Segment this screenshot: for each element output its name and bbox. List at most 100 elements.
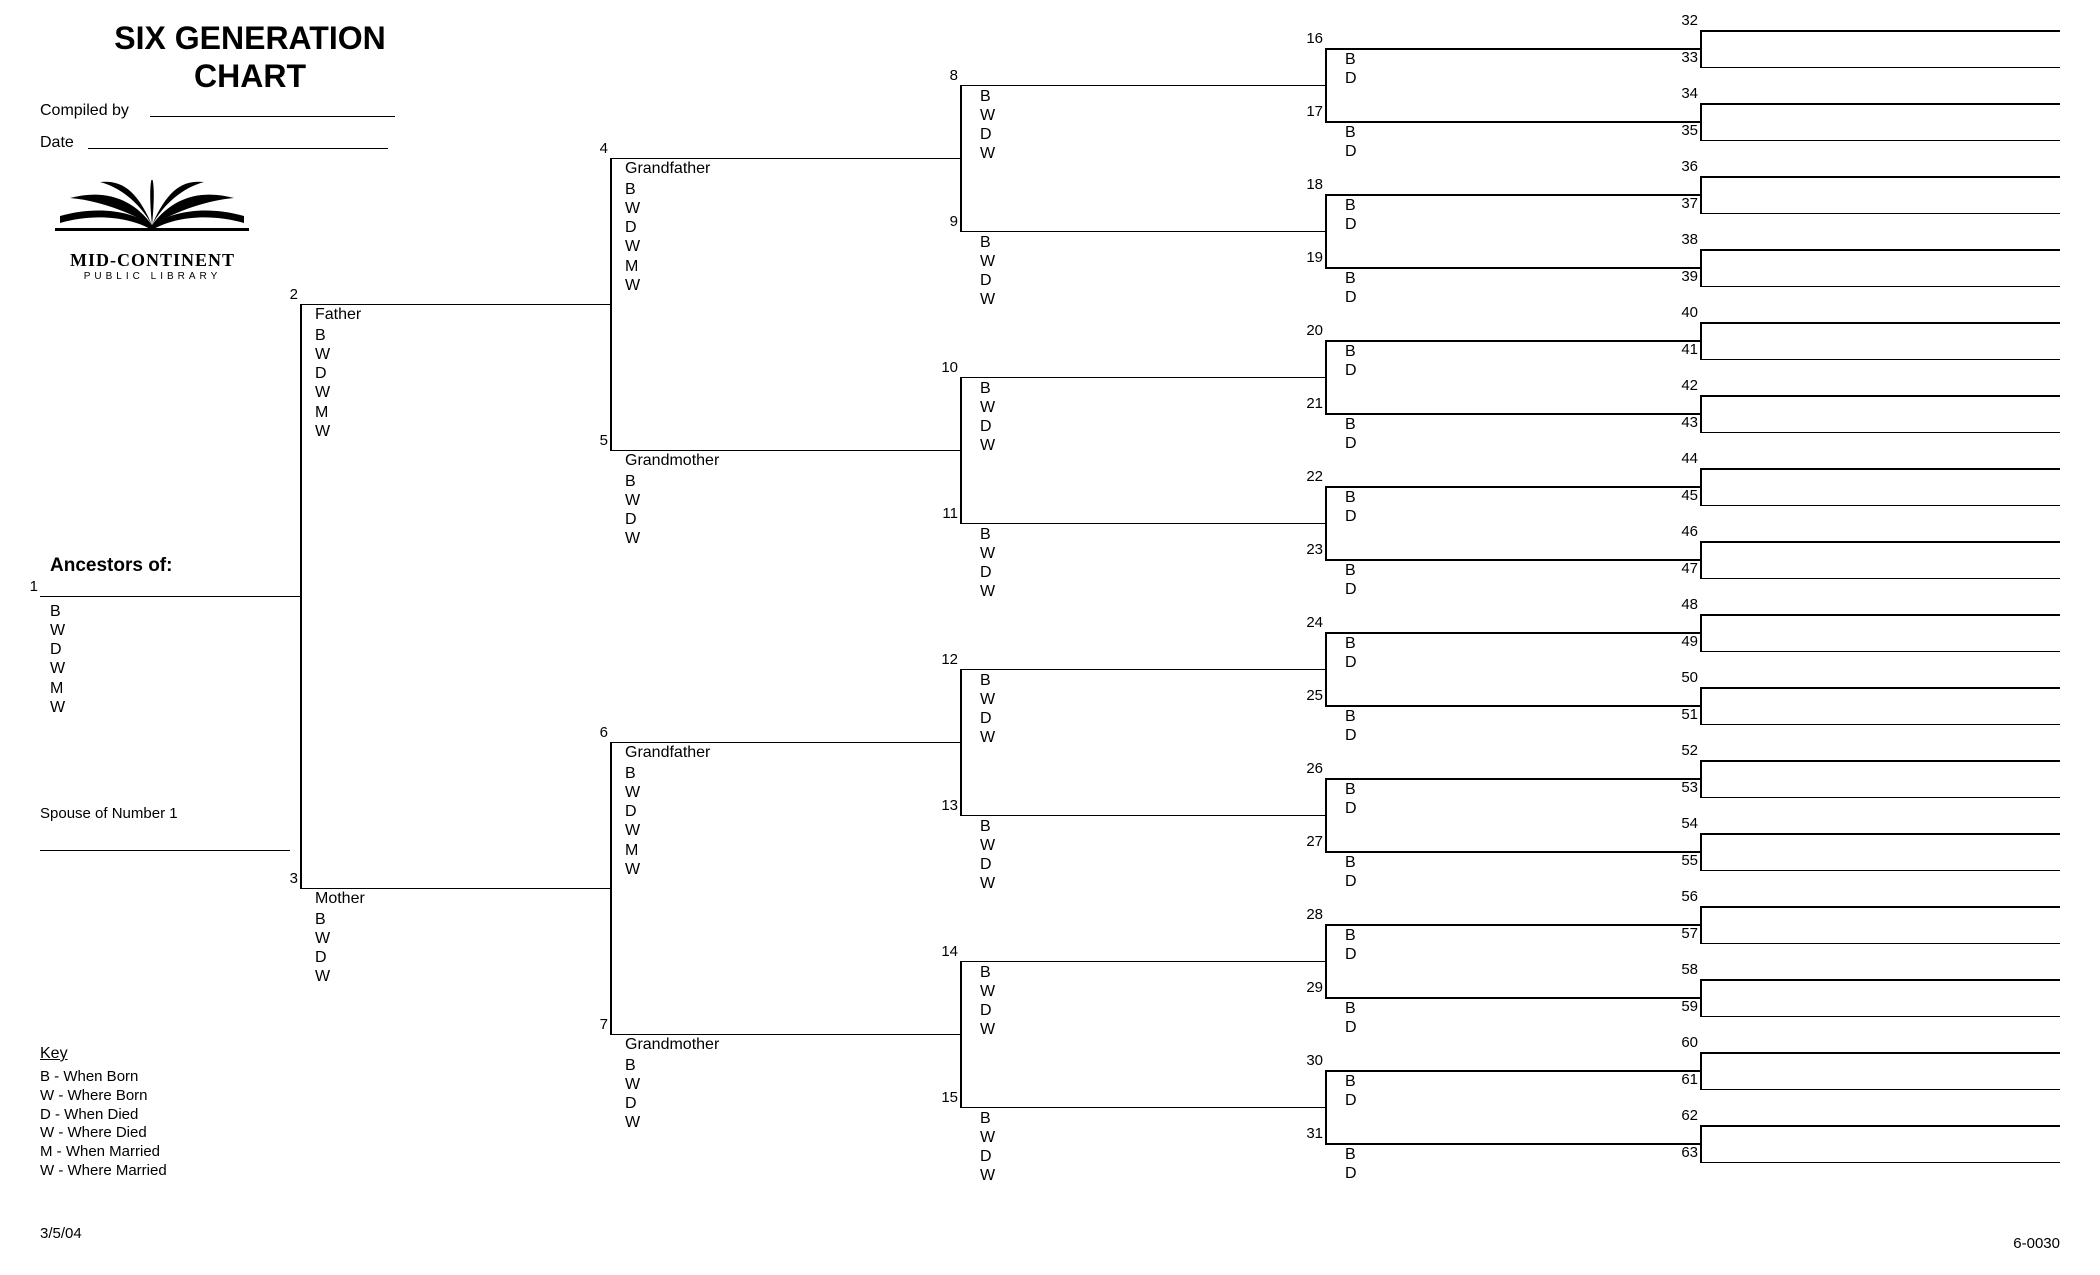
bracket-line: [1325, 48, 1700, 50]
field-stack: BWDW: [980, 817, 995, 894]
key-line: W - Where Died: [40, 1124, 167, 1143]
field-stack: BWDW: [980, 379, 995, 456]
node-number: 19: [1295, 249, 1323, 266]
field-stack: BD: [1345, 123, 1357, 161]
node-role-label: Mother: [315, 890, 365, 908]
node-number: 59: [1670, 998, 1698, 1015]
node-number: 21: [1295, 395, 1323, 412]
bracket-line: [1700, 578, 2060, 580]
field-stack: BD: [1345, 780, 1357, 818]
bracket-line: [1325, 1143, 1700, 1145]
bracket-line: [1325, 486, 1700, 488]
bracket-line: [1700, 906, 2060, 908]
bracket-line: [1700, 468, 2060, 470]
node-number: 4: [580, 140, 608, 157]
bracket-line: [1325, 267, 1700, 269]
node-number: 42: [1670, 377, 1698, 394]
compiled-by-line: [150, 116, 395, 117]
bracket-line: [1700, 979, 1702, 1016]
field-stack: BWDW: [980, 963, 995, 1040]
footer-date: 3/5/04: [40, 1225, 82, 1242]
bracket-line: [1700, 797, 2060, 799]
node-number: 45: [1670, 487, 1698, 504]
key-line: W - Where Born: [40, 1087, 167, 1106]
field-stack: BD: [1345, 342, 1357, 380]
bracket-line: [1325, 340, 1327, 413]
logo-icon: [40, 180, 265, 245]
node-number: 40: [1670, 304, 1698, 321]
node-role-label: Grandmother: [625, 1036, 719, 1054]
bracket-line: [610, 742, 612, 1034]
key-line: M - When Married: [40, 1143, 167, 1162]
node-number: 25: [1295, 687, 1323, 704]
field-stack: BWDWMW: [50, 602, 65, 717]
bracket-line: [1700, 249, 2060, 251]
node-number: 23: [1295, 541, 1323, 558]
bracket-line: [1325, 924, 1700, 926]
bracket-line: [1700, 359, 2060, 361]
bracket-line: [1700, 870, 2060, 872]
node-number: 36: [1670, 158, 1698, 175]
bracket-line: [1700, 322, 2060, 324]
bracket-line: [1325, 486, 1327, 559]
bracket-line: [1700, 687, 1702, 724]
bracket-line: [960, 1107, 1325, 1109]
node-number: 38: [1670, 231, 1698, 248]
node-number: 41: [1670, 341, 1698, 358]
node-number: 16: [1295, 30, 1323, 47]
node-number: 62: [1670, 1107, 1698, 1124]
date-label: Date: [40, 134, 74, 152]
bracket-line: [1700, 140, 2060, 142]
date-line: [88, 148, 388, 149]
node-number: 52: [1670, 742, 1698, 759]
bracket-line: [1325, 194, 1700, 196]
node-number: 29: [1295, 979, 1323, 996]
key-block: B - When BornW - Where BornD - When Died…: [40, 1068, 167, 1181]
bracket-line: [1700, 943, 2060, 945]
title-line1: SIX GENERATION: [40, 20, 460, 57]
field-stack: BD: [1345, 196, 1357, 234]
compiled-by-label: Compiled by: [40, 102, 129, 120]
bracket-line: [1325, 121, 1700, 123]
field-stack: BD: [1345, 561, 1357, 599]
bracket-line: [1700, 176, 1702, 213]
node-number: 60: [1670, 1034, 1698, 1051]
bracket-line: [1325, 632, 1327, 705]
bracket-line: [1325, 48, 1327, 121]
field-stack: BWDW: [980, 87, 995, 164]
field-stack: BD: [1345, 853, 1357, 891]
node-number: 9: [930, 213, 958, 230]
bracket-line: [1700, 541, 2060, 543]
node-number: 12: [930, 651, 958, 668]
node-number: 34: [1670, 85, 1698, 102]
bracket-line: [1700, 614, 2060, 616]
bracket-line: [960, 815, 1325, 817]
node-role-label: Grandfather: [625, 160, 710, 178]
field-stack: BD: [1345, 50, 1357, 88]
node-number: 33: [1670, 49, 1698, 66]
node-number: 56: [1670, 888, 1698, 905]
node-number: 43: [1670, 414, 1698, 431]
node-number: 55: [1670, 852, 1698, 869]
field-stack: BWDWMW: [625, 180, 640, 295]
bracket-line: [1700, 286, 2060, 288]
bracket-line: [960, 231, 1325, 233]
node-number: 51: [1670, 706, 1698, 723]
field-stack: BD: [1345, 488, 1357, 526]
bracket-line: [1700, 103, 2060, 105]
bracket-line: [1700, 1125, 2060, 1127]
node-number: 39: [1670, 268, 1698, 285]
field-stack: BWDW: [980, 1109, 995, 1186]
node-role-label: Grandmother: [625, 452, 719, 470]
bracket-line: [1700, 213, 2060, 215]
node-number: 14: [930, 943, 958, 960]
bracket-line: [1700, 614, 1702, 651]
field-stack: BD: [1345, 1072, 1357, 1110]
bracket-line: [960, 377, 1325, 379]
bracket-line: [1325, 997, 1700, 999]
node-number: 11: [930, 505, 958, 522]
node-number: 50: [1670, 669, 1698, 686]
bracket-line: [1325, 778, 1327, 851]
bracket-line: [1700, 395, 2060, 397]
field-stack: BWDW: [980, 525, 995, 602]
